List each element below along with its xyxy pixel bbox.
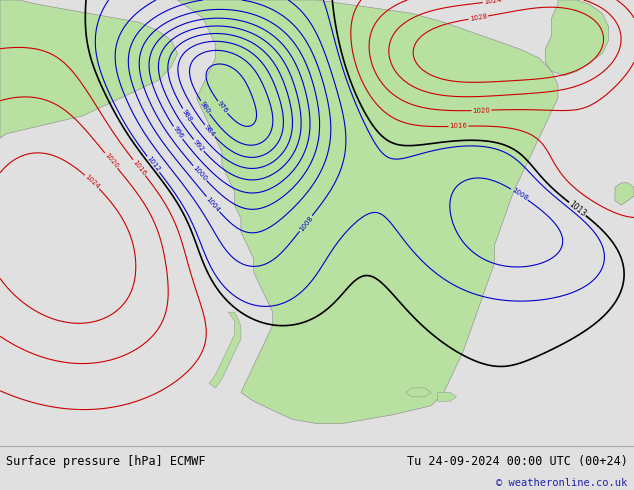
Text: 984: 984: [203, 124, 216, 138]
Text: 1028: 1028: [469, 13, 488, 22]
Polygon shape: [209, 312, 241, 388]
Text: 1004: 1004: [205, 196, 221, 213]
Polygon shape: [0, 0, 178, 138]
Text: 1012: 1012: [145, 155, 161, 173]
Polygon shape: [615, 183, 634, 205]
Text: 992: 992: [192, 138, 205, 152]
Text: 980: 980: [198, 100, 211, 115]
Text: 988: 988: [181, 108, 193, 122]
Polygon shape: [406, 388, 431, 397]
Text: 1024: 1024: [483, 0, 501, 5]
Text: 1016: 1016: [131, 159, 147, 176]
Text: Surface pressure [hPa] ECMWF: Surface pressure [hPa] ECMWF: [6, 455, 206, 468]
Text: 1020: 1020: [103, 152, 119, 170]
Text: 1000: 1000: [191, 165, 208, 182]
Text: 1020: 1020: [472, 107, 491, 114]
Text: 1013: 1013: [567, 199, 588, 219]
Text: © weatheronline.co.uk: © weatheronline.co.uk: [496, 478, 628, 489]
Text: Tu 24-09-2024 00:00 UTC (00+24): Tu 24-09-2024 00:00 UTC (00+24): [407, 455, 628, 468]
Text: 1024: 1024: [84, 173, 101, 190]
Text: 1008: 1008: [298, 215, 314, 232]
Polygon shape: [545, 0, 609, 76]
Text: 1008: 1008: [510, 187, 529, 202]
Text: 1016: 1016: [450, 123, 468, 129]
Polygon shape: [437, 392, 456, 401]
Text: 996: 996: [172, 125, 184, 140]
Text: 976: 976: [216, 100, 229, 115]
Polygon shape: [178, 0, 558, 423]
